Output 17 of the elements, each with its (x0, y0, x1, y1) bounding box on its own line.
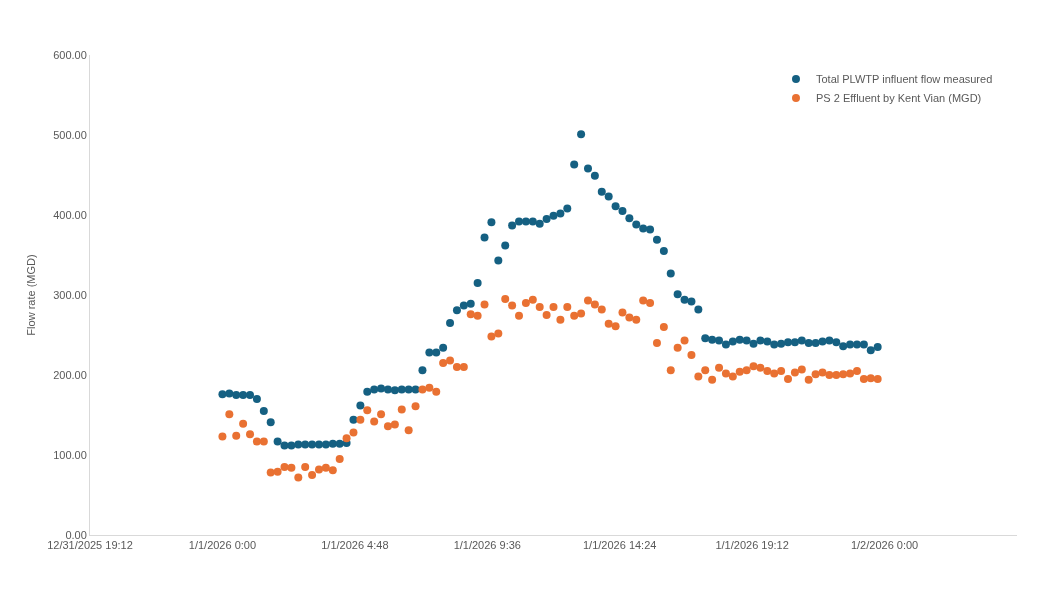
y-tick-label: 600.00 (53, 48, 87, 61)
y-axis-title: Flow rate (MGD) (24, 254, 37, 336)
legend-label: PS 2 Effluent by Kent Vian (MGD) (815, 92, 982, 105)
x-tick-label: 1/1/2026 19:12 (715, 539, 789, 552)
x-tick-label: 12/31/2025 19:12 (47, 539, 133, 552)
x-tick-label: 1/1/2026 14:24 (583, 539, 657, 552)
legend-label: Total PLWTP influent flow measured (815, 73, 993, 86)
x-tick-label: 1/2/2026 0:00 (850, 539, 919, 552)
x-tick-label: 1/1/2026 9:36 (453, 539, 521, 552)
y-tick-label: 400.00 (53, 208, 87, 221)
y-tick-label: 500.00 (53, 128, 87, 141)
x-tick-label: 1/1/2026 0:00 (188, 539, 257, 552)
x-tick-label: 1/1/2026 4:48 (321, 539, 389, 552)
y-tick-label: 100.00 (53, 448, 87, 461)
y-tick-label: 0.00 (65, 528, 87, 541)
y-tick-label: 200.00 (53, 368, 87, 381)
y-tick-label: 300.00 (53, 288, 87, 301)
